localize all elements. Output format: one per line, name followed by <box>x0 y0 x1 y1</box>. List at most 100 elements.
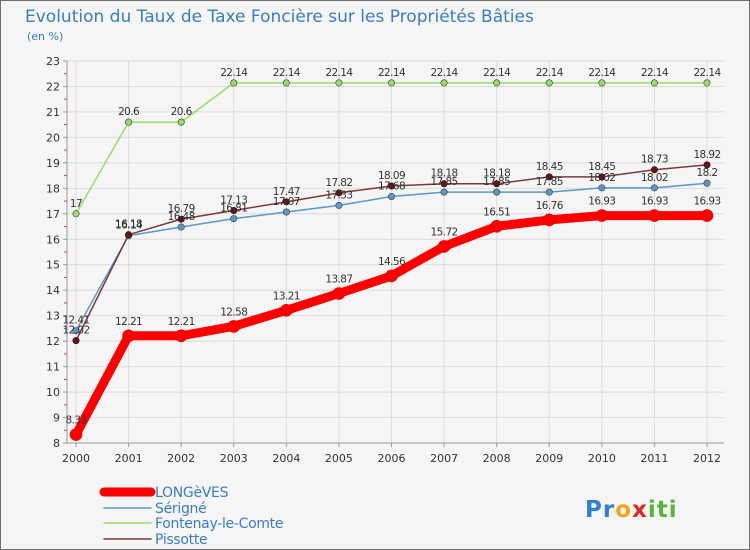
data-point <box>282 208 290 216</box>
data-label: 20.6 <box>118 106 140 118</box>
y-tick-label: 8 <box>53 437 60 450</box>
data-label: 20.6 <box>171 106 193 118</box>
x-tick-label: 2005 <box>325 452 353 465</box>
data-point <box>230 206 238 214</box>
legend-label: LONGèVES <box>155 485 229 501</box>
data-point <box>177 223 185 231</box>
x-tick-label: 2012 <box>693 452 721 465</box>
data-point <box>703 179 711 187</box>
data-label: 15.72 <box>431 226 458 238</box>
data-label: 17.47 <box>273 186 300 198</box>
data-point <box>335 201 343 209</box>
data-point <box>440 180 448 188</box>
data-label: 18.02 <box>641 172 668 184</box>
legend-label: Fontenay-le-Comte <box>155 516 283 532</box>
data-point <box>493 188 501 196</box>
x-tick-label: 2011 <box>640 452 668 465</box>
data-label: 12.02 <box>62 325 89 337</box>
x-tick-label: 2009 <box>535 452 563 465</box>
data-point <box>545 79 553 87</box>
data-point <box>545 173 553 181</box>
x-tick-label: 2001 <box>115 452 143 465</box>
data-point <box>650 79 658 87</box>
data-label: 22.14 <box>483 67 511 79</box>
data-label: 16.51 <box>483 206 510 218</box>
data-label: 16.18 <box>115 219 142 231</box>
y-tick-label: 13 <box>46 310 60 323</box>
data-point <box>280 304 293 317</box>
data-point <box>598 173 606 181</box>
data-label: 18.09 <box>378 170 405 182</box>
data-label: 16.48 <box>168 211 195 223</box>
y-tick-label: 10 <box>46 386 60 399</box>
chart-title: Evolution du Taux de Taxe Foncière sur l… <box>25 7 534 27</box>
data-point <box>440 79 448 87</box>
y-tick-label: 17 <box>46 208 60 221</box>
y-tick-label: 20 <box>46 131 60 144</box>
axes: 8 9 10 11 12 13 14 15 16 17 18 19 20 21 22 23 2000 2001 20… <box>46 55 724 465</box>
data-label: 22.14 <box>220 67 248 79</box>
x-tick-label: 2002 <box>167 452 195 465</box>
data-label: 12.41 <box>62 315 89 327</box>
data-point <box>332 287 346 300</box>
data-labels: 8.33 12.21 12.21 12.58 13.21 13.87 14.56 15.72 1… <box>62 67 722 427</box>
y-tick-label: 12 <box>46 335 60 348</box>
data-label: 17.85 <box>431 176 458 188</box>
y-tick-label: 19 <box>46 157 60 170</box>
data-point <box>177 118 185 126</box>
data-label: 12.21 <box>115 316 142 328</box>
data-label: 16.93 <box>693 196 720 208</box>
data-label: 18.45 <box>588 161 615 173</box>
data-point <box>69 428 83 441</box>
plot-area <box>67 61 724 443</box>
data-label: 16.93 <box>588 196 615 208</box>
x-tick-label: 2000 <box>62 452 90 465</box>
x-tick-label: 2006 <box>378 452 406 465</box>
data-label: 13.87 <box>325 274 352 286</box>
data-label: 16.76 <box>536 200 564 212</box>
data-label: 12.58 <box>220 306 247 318</box>
data-label: 13.21 <box>273 290 300 302</box>
data-label: 18.02 <box>588 172 615 184</box>
data-point <box>440 188 448 196</box>
x-tick-label: 2003 <box>220 452 248 465</box>
data-point <box>437 240 451 253</box>
data-label: 14.56 <box>378 256 406 268</box>
x-tick-label: 2010 <box>588 452 616 465</box>
data-label: 22.14 <box>693 67 721 79</box>
y-tick-label: 11 <box>46 361 60 374</box>
y-tick-label: 9 <box>53 412 60 425</box>
y-tick-label: 21 <box>46 106 60 119</box>
y-tick-label: 22 <box>46 80 60 93</box>
data-point <box>703 161 711 169</box>
data-point <box>700 209 714 222</box>
data-point <box>493 180 501 188</box>
legend-label: Sérigné <box>155 501 206 517</box>
x-tick-label: 2007 <box>430 452 458 465</box>
x-tick-label: 2004 <box>272 452 300 465</box>
data-point <box>335 79 343 87</box>
data-label: 22.14 <box>431 67 459 79</box>
data-label: 17.33 <box>325 189 352 201</box>
data-label: 17.68 <box>378 180 405 192</box>
data-point <box>125 231 133 239</box>
data-point <box>545 188 553 196</box>
data-label: 22.14 <box>588 67 616 79</box>
data-label: 17.82 <box>325 177 352 189</box>
data-label: 22.14 <box>273 67 301 79</box>
legend-label: Pissotte <box>155 532 207 548</box>
data-point <box>598 184 606 192</box>
y-tick-label: 15 <box>46 259 60 272</box>
proxiti-logo: Proxiti <box>585 497 677 523</box>
data-label: 18.2 <box>697 167 718 179</box>
data-label: 18.45 <box>536 161 563 173</box>
data-point <box>177 215 185 223</box>
data-point <box>595 209 609 222</box>
data-point <box>227 320 241 333</box>
data-label: 16.81 <box>220 203 247 215</box>
data-point <box>387 182 395 190</box>
data-point <box>122 329 135 343</box>
